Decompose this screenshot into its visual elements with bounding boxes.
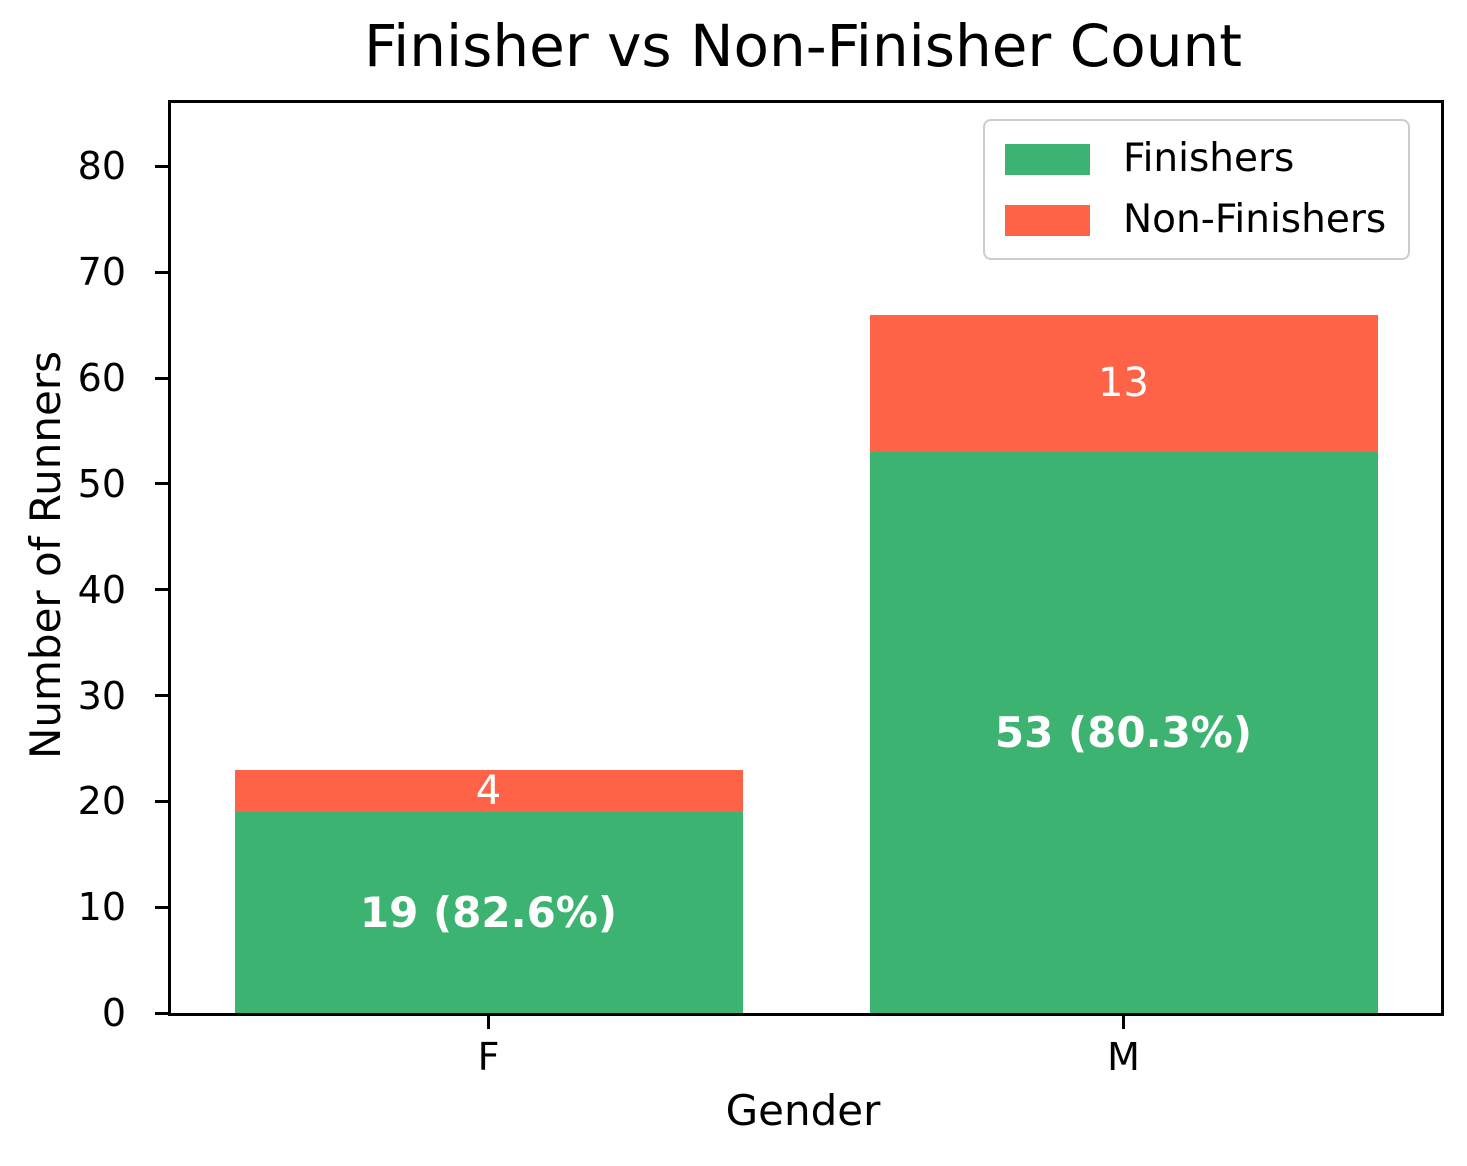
y-tick-mark — [155, 799, 169, 803]
y-tick-label: 70 — [77, 250, 126, 295]
y-tick-mark — [155, 588, 169, 592]
bar-value-label: 19 (82.6%) — [359, 887, 618, 937]
y-tick-label: 20 — [77, 779, 126, 824]
legend: Finishers Non-Finishers — [983, 119, 1411, 260]
bar-segment-non-finishers-f: 4 — [234, 767, 743, 814]
bar-value-label: 4 — [475, 767, 502, 814]
x-axis-label: Gender — [725, 1086, 881, 1135]
chart-title: Finisher vs Non-Finisher Count — [364, 12, 1242, 80]
y-tick-mark — [155, 482, 169, 486]
y-tick-label: 0 — [101, 991, 126, 1035]
bar-segment-finishers-f: 19 (82.6%) — [234, 811, 743, 1013]
x-tick-label: F — [477, 1035, 500, 1079]
y-tick-label: 40 — [77, 567, 126, 612]
x-tick-mark — [487, 1016, 490, 1029]
bar-segment-non-finishers-m: 13 — [869, 314, 1378, 453]
bar-value-label: 13 — [1098, 360, 1149, 407]
x-tick-label: M — [1107, 1035, 1140, 1079]
finishers-swatch-icon — [1005, 143, 1090, 175]
y-tick-label: 80 — [77, 144, 126, 189]
y-tick-label: 30 — [77, 673, 126, 718]
y-tick-mark — [155, 270, 169, 274]
legend-label-non-finishers: Non-Finishers — [1123, 197, 1387, 242]
y-tick-mark — [155, 905, 169, 909]
x-tick-mark — [1122, 1016, 1125, 1029]
bar-value-label: 53 (80.3%) — [994, 708, 1253, 758]
y-tick-mark — [155, 694, 169, 698]
y-tick-mark — [155, 376, 169, 380]
legend-item-non-finishers: Non-Finishers — [1005, 197, 1386, 243]
y-tick-label: 60 — [77, 356, 126, 401]
bar-segment-finishers-m: 53 (80.3%) — [869, 452, 1378, 1013]
legend-label-finishers: Finishers — [1123, 136, 1295, 181]
y-tick-mark — [155, 164, 169, 168]
non-finishers-swatch-icon — [1005, 204, 1090, 236]
y-tick-mark — [155, 1011, 169, 1015]
legend-item-finishers: Finishers — [1005, 136, 1386, 182]
y-tick-label: 10 — [77, 885, 126, 930]
y-tick-label: 50 — [77, 461, 126, 506]
